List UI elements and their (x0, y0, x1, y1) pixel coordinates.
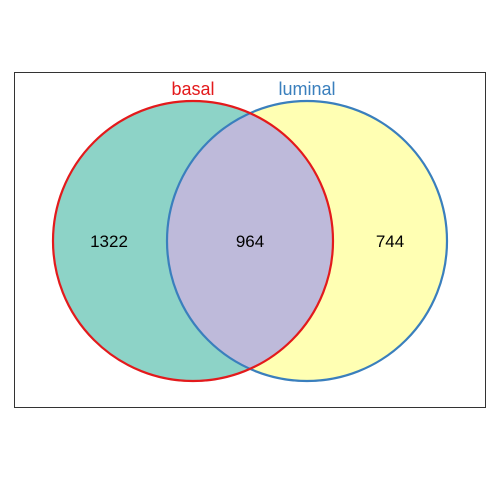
luminal-set-label: luminal (278, 79, 335, 99)
intersection-count: 964 (236, 232, 264, 251)
basal-set-label: basal (171, 79, 214, 99)
basal-only-count: 1322 (90, 232, 128, 251)
luminal-only-count: 744 (376, 232, 404, 251)
